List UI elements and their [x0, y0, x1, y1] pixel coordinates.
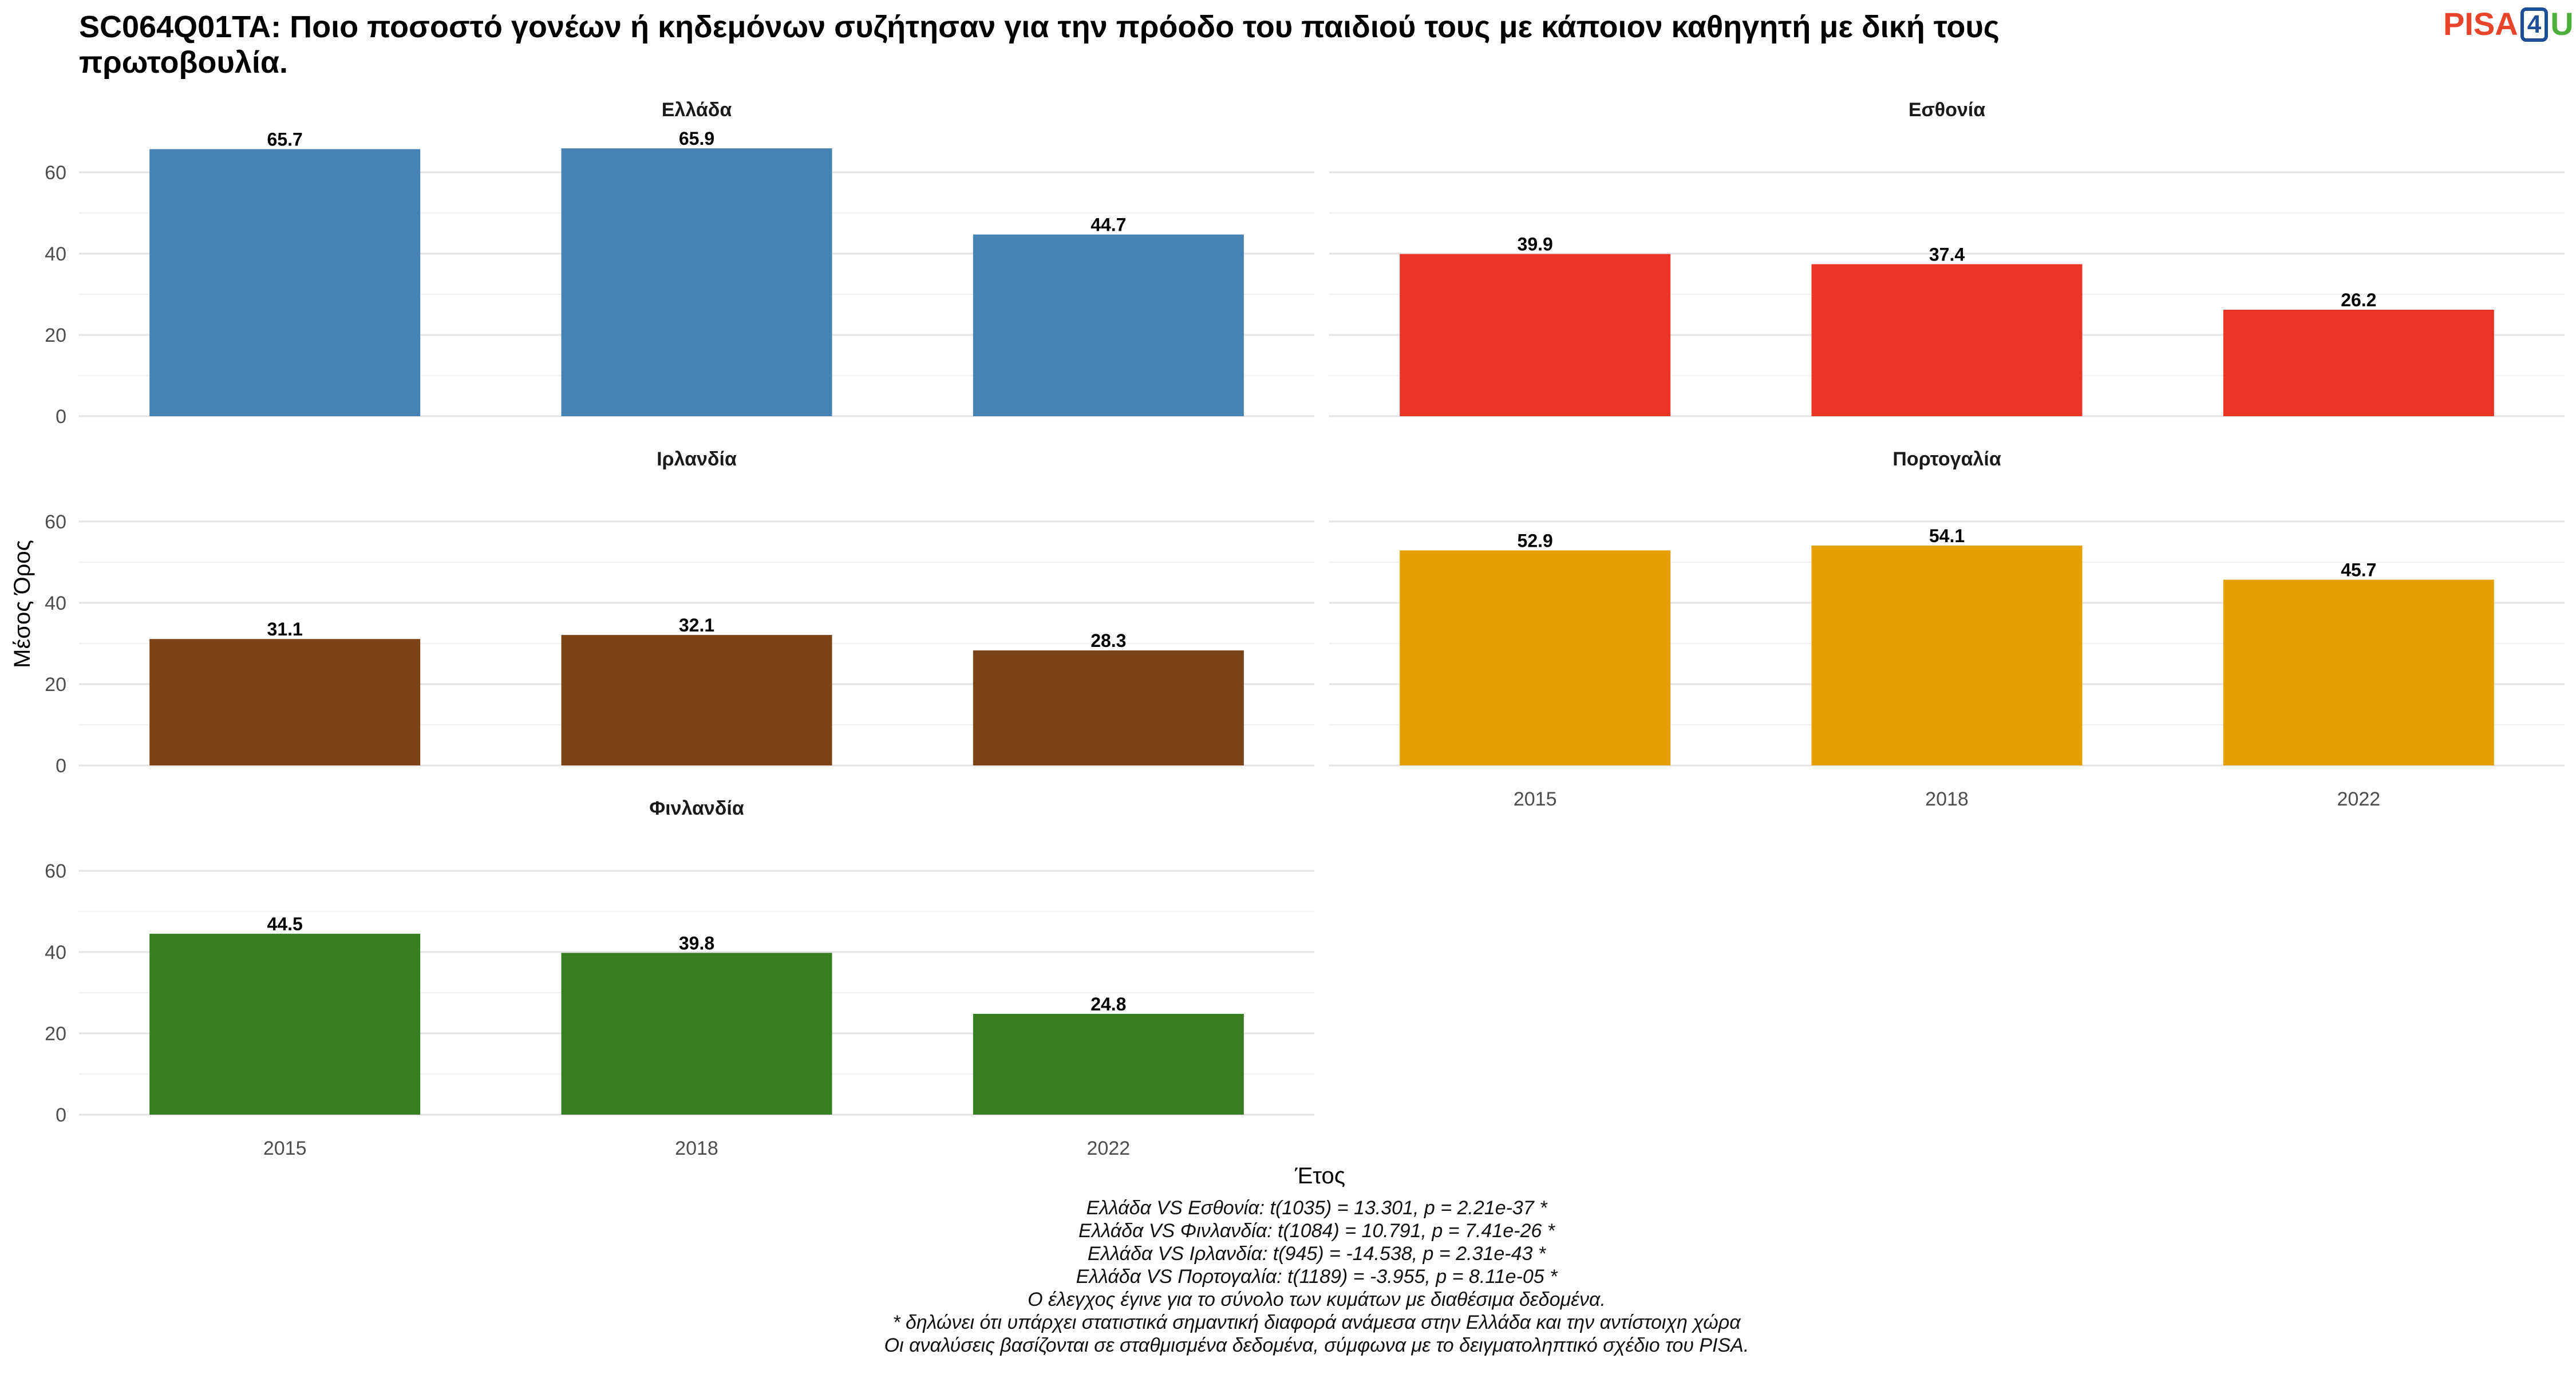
bar-value-label: 44.7 — [1091, 215, 1126, 235]
bar-value-label: 39.9 — [1518, 234, 1553, 255]
footnote-line: Οι αναλύσεις βασίζονται σε σταθμισμένα δ… — [884, 1334, 1749, 1356]
bar — [561, 953, 832, 1115]
bar — [2223, 579, 2494, 765]
bar-value-label: 26.2 — [2341, 290, 2376, 310]
bar — [1811, 264, 2083, 416]
footnotes: Ελλάδα VS Εσθονία: t(1035) = 13.301, p =… — [572, 1197, 2061, 1357]
y-tick-label: 20 — [45, 1023, 66, 1045]
bar-value-label: 65.7 — [267, 129, 303, 150]
logo-u-text: U — [2550, 6, 2574, 42]
footnote-line: * δηλώνει ότι υπάρχει στατιστικά σημαντι… — [892, 1312, 1741, 1333]
footnote-line: Ελλάδα VS Εσθονία: t(1035) = 13.301, p =… — [1086, 1197, 1547, 1219]
bar — [561, 148, 832, 416]
logo-pisa-text: PISA — [2443, 6, 2518, 42]
x-tick-label: 2018 — [1925, 788, 1969, 810]
bar-value-label: 28.3 — [1091, 630, 1126, 651]
y-tick-label: 0 — [56, 755, 66, 777]
bar — [973, 234, 1244, 416]
faceted-bar-chart: Μέσος Όρος Έτος 0 20 40 60 Ελλάδα 65.7 65.9 44.… — [10, 99, 2565, 1189]
bar-value-label: 65.9 — [679, 128, 714, 149]
bar-value-label: 44.5 — [267, 914, 303, 934]
y-tick-label: 60 — [45, 162, 66, 184]
y-tick-label: 0 — [56, 1104, 66, 1126]
panel-title: Εσθονία — [1909, 99, 1985, 121]
bar-value-label: 52.9 — [1518, 530, 1553, 551]
y-tick-label: 60 — [45, 511, 66, 533]
chart-title: SC064Q01TA: Ποιο ποσοστό γονέων ή κηδεμό… — [79, 10, 2000, 80]
panel-title: Ελλάδα — [662, 99, 732, 121]
bar-value-label: 37.4 — [1929, 244, 1965, 264]
y-tick-label: 60 — [45, 860, 66, 882]
bar — [2223, 309, 2494, 416]
y-tick-label: 40 — [45, 942, 66, 964]
logo-four-box: 4 — [2520, 7, 2549, 42]
pisa4u-logo: PISA 4 U — [2443, 6, 2574, 42]
footnote-line: Ελλάδα VS Πορτογαλία: t(1189) = -3.955, … — [1076, 1266, 1558, 1288]
bar — [149, 639, 421, 765]
x-tick-label: 2015 — [263, 1138, 307, 1159]
panel-title: Ιρλανδία — [657, 448, 737, 470]
footnote-line: Ο έλεγχος έγινε για το σύνολο των κυμάτω… — [1028, 1289, 1606, 1310]
bar-value-label: 32.1 — [679, 615, 714, 635]
bar — [561, 635, 832, 765]
y-tick-label: 40 — [45, 593, 66, 614]
footnote-line: Ελλάδα VS Ιρλανδία: t(945) = -14.538, p … — [1087, 1243, 1546, 1265]
y-tick-label: 20 — [45, 325, 66, 346]
bar — [1811, 545, 2083, 765]
bar — [1400, 254, 1671, 416]
x-tick-label: 2022 — [2337, 788, 2381, 810]
x-tick-label: 2022 — [1087, 1138, 1131, 1159]
footnote-line: Ελλάδα VS Φινλανδία: t(1084) = 10.791, p… — [1078, 1220, 1555, 1242]
bar-value-label: 54.1 — [1929, 526, 1965, 546]
bar — [149, 149, 421, 416]
bar — [973, 650, 1244, 765]
x-axis-title: Έτος — [1294, 1163, 1345, 1189]
y-tick-label: 20 — [45, 674, 66, 696]
x-tick-label: 2015 — [1514, 788, 1557, 810]
bar-value-label: 24.8 — [1091, 994, 1126, 1014]
y-tick-label: 0 — [56, 406, 66, 428]
bar — [973, 1013, 1244, 1115]
bar — [1400, 550, 1671, 765]
y-axis-title: Μέσος Όρος — [10, 540, 35, 668]
panel-title: Φινλανδία — [649, 797, 744, 819]
panel-title: Πορτογαλία — [1893, 448, 2001, 470]
bar-value-label: 39.8 — [679, 933, 714, 953]
x-tick-label: 2018 — [675, 1138, 718, 1159]
bar-value-label: 31.1 — [267, 619, 303, 639]
y-tick-label: 40 — [45, 243, 66, 265]
bar-value-label: 45.7 — [2341, 560, 2376, 581]
bar — [149, 934, 421, 1115]
